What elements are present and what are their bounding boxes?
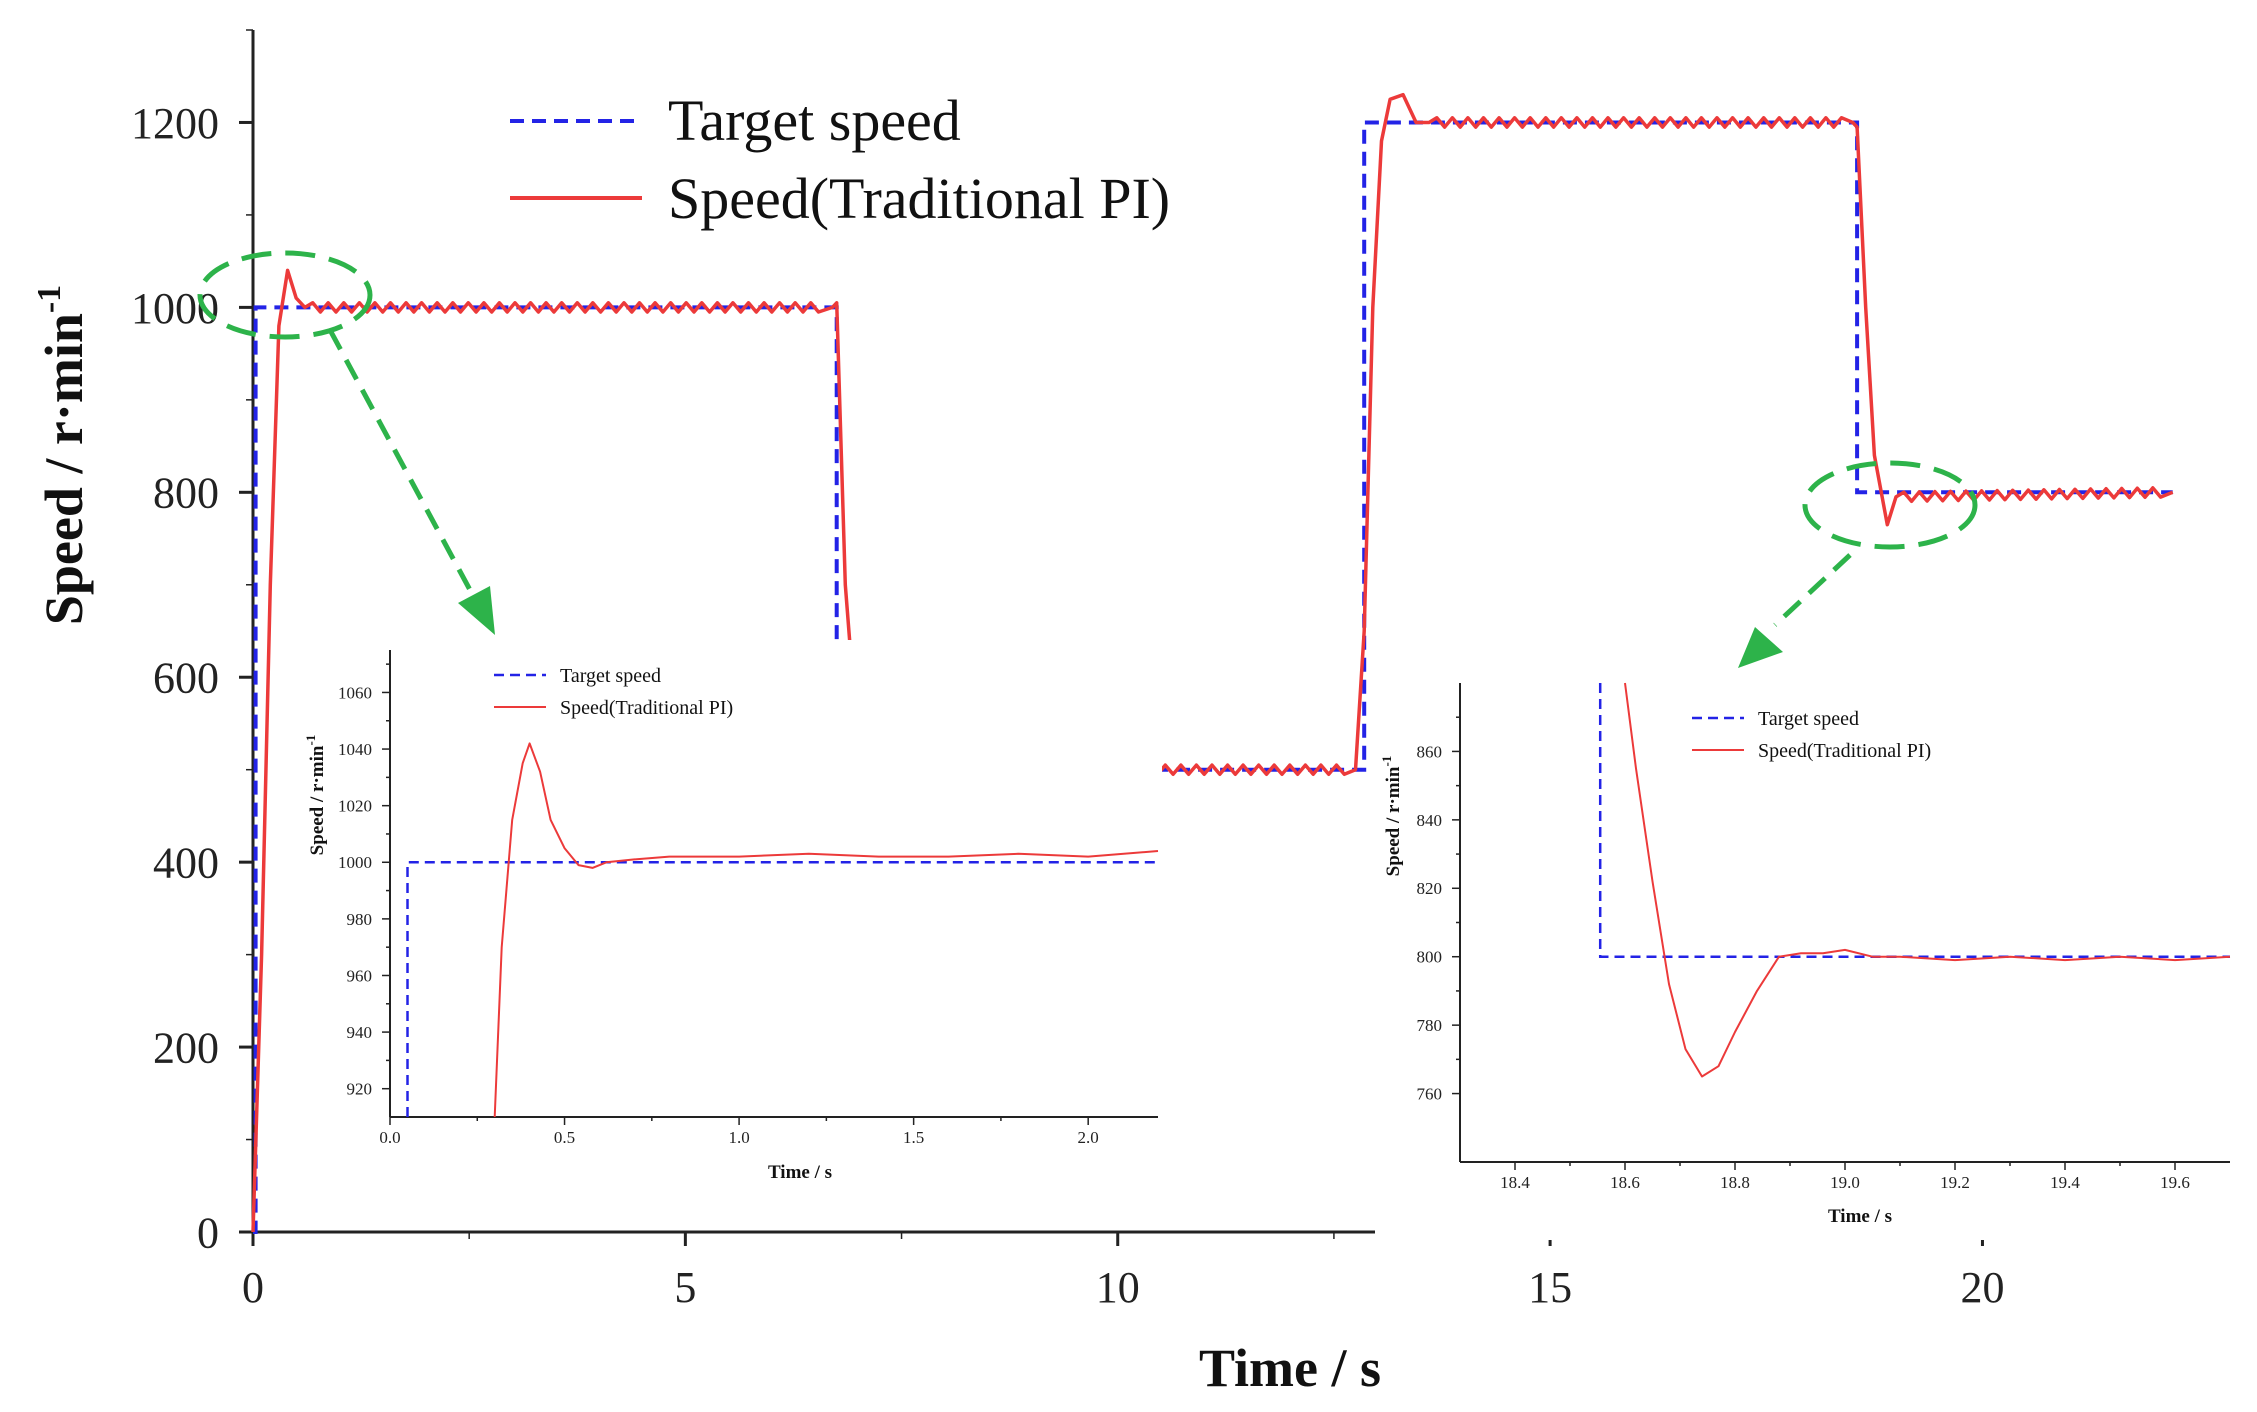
inset-left-legend-target-label: Target speed [560, 665, 661, 687]
main-y-axis-title-text: Speed / r·min [34, 313, 94, 625]
inset-right-legend-target-label: Target speed [1758, 708, 1859, 730]
zoom-annotations [197, 250, 1978, 668]
inset-left-x-ticks: 0.0 0.5 1.0 1.5 2.0 [379, 1117, 1099, 1147]
inset-right-y-ticks: 760 780 800 820 840 860 [1417, 716, 1460, 1104]
inset-right-legend: Target speed Speed(Traditional PI) [1692, 708, 1931, 762]
ir-x-tick-label: 19.2 [1940, 1173, 1970, 1192]
legend-speed-label: Speed(Traditional PI) [668, 166, 1170, 231]
main-x-tick-label: 0 [242, 1263, 264, 1312]
zoom-arrow-left [327, 328, 473, 592]
inset-left-y-title-sup: -1 [303, 735, 318, 746]
inset-left-background [330, 640, 1162, 1140]
main-y-tick-label: 200 [153, 1023, 219, 1072]
svg-text:Speed / r·min-1: Speed / r·min-1 [1379, 756, 1404, 877]
ir-y-tick-label: 760 [1417, 1085, 1443, 1104]
main-y-axis-title-sup: -1 [31, 285, 68, 313]
ir-y-tick-label: 840 [1417, 811, 1443, 830]
ir-x-tick-label: 19.0 [1830, 1173, 1860, 1192]
inset-left-legend-speed-label: Speed(Traditional PI) [560, 697, 733, 719]
inset-right-x-axis-title: Time / s [1828, 1206, 1892, 1227]
main-legend: Target speed Speed(Traditional PI) [510, 88, 1170, 231]
zoom-ellipse-left [197, 250, 373, 340]
ir-x-tick-label: 18.4 [1500, 1173, 1530, 1192]
svg-text:Speed / r·min-1: Speed / r·min-1 [303, 735, 328, 856]
legend-target-label: Target speed [668, 88, 961, 153]
inset-left-chart: 920 940 960 980 1000 1020 1040 1060 0.0 0.5 1.0 1.… [303, 640, 1162, 1183]
il-x-tick-label: 0.5 [554, 1128, 575, 1147]
main-speed-line [251, 92, 2174, 1233]
il-y-tick-label: 980 [347, 910, 373, 929]
main-x-tick-label: 10 [1096, 1263, 1140, 1312]
inset-right-y-axis-title: Speed / r·min-1 [1379, 756, 1404, 877]
main-x-ticks: 0 5 10 15 20 [242, 1232, 2004, 1312]
inset-right-y-title-sup: -1 [1379, 756, 1394, 767]
inset-right-legend-speed-label: Speed(Traditional PI) [1758, 740, 1931, 762]
inset-left-legend: Target speed Speed(Traditional PI) [494, 665, 733, 719]
inset-left-y-title-text: Speed / r·min [307, 745, 328, 855]
inset-right-y-title-text: Speed / r·min [1383, 766, 1404, 876]
main-x-tick-label: 5 [674, 1263, 696, 1312]
zoom-arrow-right [1773, 553, 1852, 627]
zoom-ellipse-right [1802, 460, 1978, 550]
ir-y-tick-label: 860 [1417, 742, 1443, 761]
il-x-tick-label: 1.5 [903, 1128, 924, 1147]
inset-right-background [1375, 660, 2255, 1240]
main-x-tick-label: 15 [1528, 1263, 1572, 1312]
il-y-tick-label: 1040 [338, 740, 372, 759]
main-x-tick-label: 20 [1960, 1263, 2004, 1312]
main-y-tick-label: 0 [197, 1208, 219, 1257]
inset-left-x-axis-title: Time / s [768, 1162, 832, 1183]
main-y-tick-label: 800 [153, 469, 219, 518]
il-y-tick-label: 960 [347, 966, 373, 985]
inset-left-y-ticks: 920 940 960 980 1000 1020 1040 1060 [338, 663, 390, 1099]
inset-left-speed-line [493, 742, 1159, 1118]
zoom-arrowhead-right [1738, 627, 1783, 668]
inset-left-y-axis-title: Speed / r·min-1 [303, 735, 328, 856]
main-x-axis-title: Time / s [1199, 1338, 1381, 1398]
ir-y-tick-label: 820 [1417, 879, 1443, 898]
zoom-arrowhead-left [458, 586, 495, 635]
ir-y-tick-label: 780 [1417, 1016, 1443, 1035]
ir-x-tick-label: 18.6 [1610, 1173, 1640, 1192]
ir-x-tick-label: 19.4 [2050, 1173, 2080, 1192]
il-y-tick-label: 1020 [338, 797, 372, 816]
il-x-tick-label: 1.0 [728, 1128, 749, 1147]
inset-right-speed-line [1624, 682, 2231, 1078]
ir-y-tick-label: 800 [1417, 948, 1443, 967]
il-x-tick-label: 2.0 [1078, 1128, 1099, 1147]
inset-left-target-speed-line [406, 861, 1158, 1117]
ir-x-tick-label: 19.6 [2160, 1173, 2190, 1192]
main-y-tick-label: 400 [153, 839, 219, 888]
il-y-tick-label: 940 [347, 1023, 373, 1042]
il-y-tick-label: 1060 [338, 683, 372, 702]
main-y-tick-label: 1200 [131, 99, 219, 148]
inset-right-x-ticks: 18.4 18.6 18.8 19.0 19.2 19.4 19.6 [1500, 1162, 2190, 1192]
il-y-tick-label: 920 [347, 1080, 373, 1099]
svg-text:Speed / r·min-1: Speed / r·min-1 [31, 285, 94, 625]
il-y-tick-label: 1000 [338, 853, 372, 872]
main-y-axis-title: Speed / r·min-1 [31, 285, 94, 625]
il-x-tick-label: 0.0 [379, 1128, 400, 1147]
ir-x-tick-label: 18.8 [1720, 1173, 1750, 1192]
main-y-tick-label: 600 [153, 654, 219, 703]
